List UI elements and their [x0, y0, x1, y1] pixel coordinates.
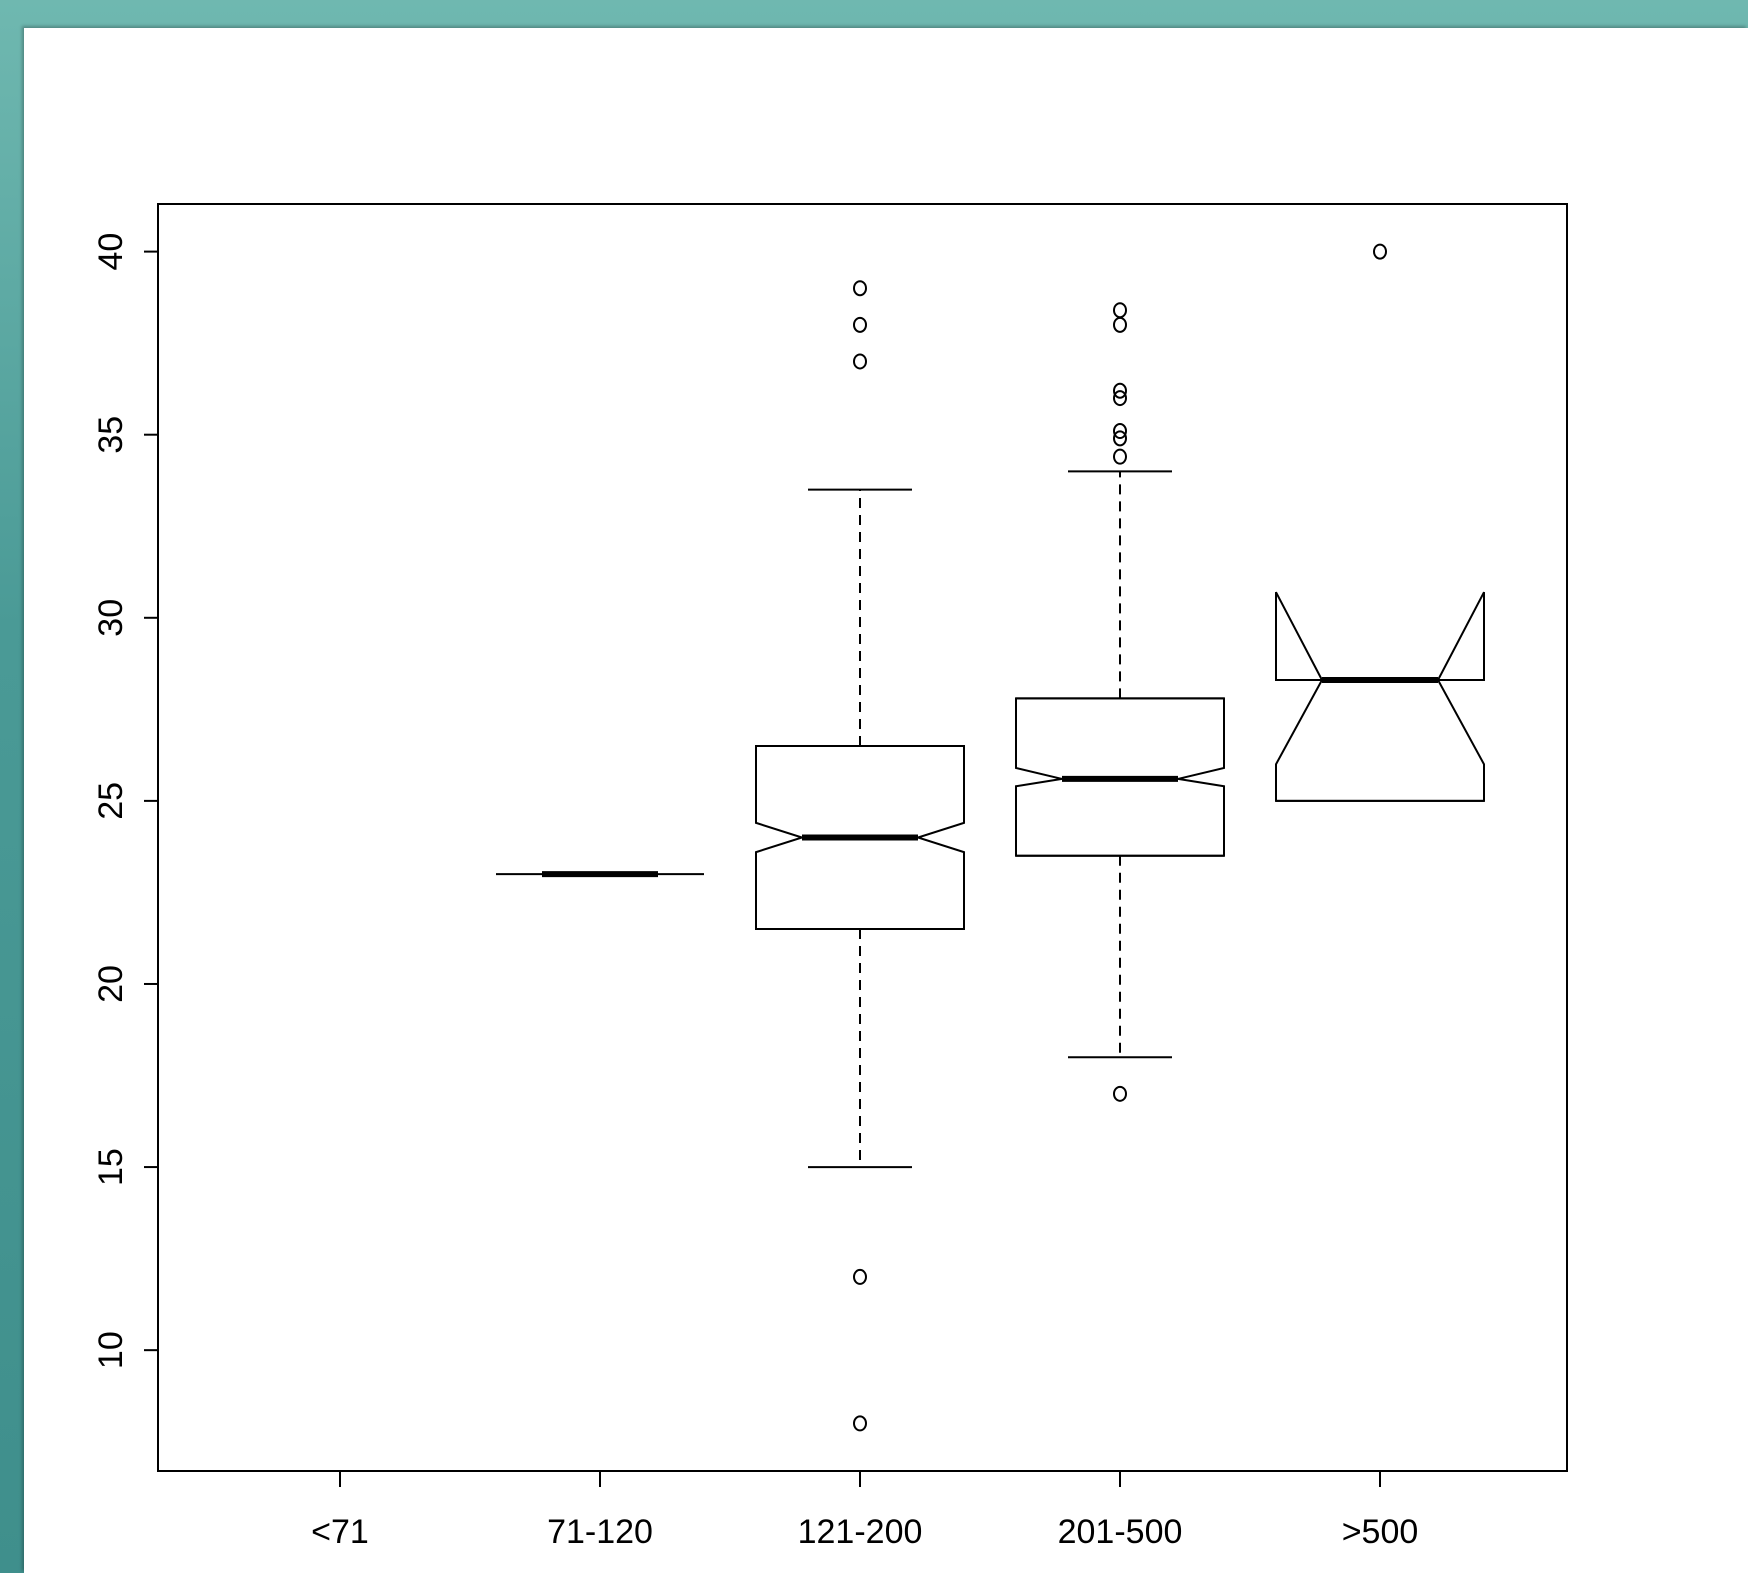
x-tick-label-2: 121-200 — [798, 1513, 923, 1551]
box-4 — [1275, 243, 1485, 802]
plot-window: 10 15 20 25 30 35 40 <71 71-120 121-200 201-500 >5… — [24, 28, 1748, 1573]
x-tick-label-3: 201-500 — [1058, 1513, 1183, 1551]
outlier-2-3 — [853, 1268, 867, 1285]
outlier-4-0 — [1373, 243, 1387, 260]
x-axis: <71 71-120 121-200 201-500 >500 — [311, 1471, 1418, 1551]
y-tick-label-0: 10 — [92, 1331, 130, 1369]
outlier-3-5 — [1113, 430, 1127, 447]
outlier-3-6 — [1113, 448, 1127, 465]
outlier-3-7 — [1113, 1085, 1127, 1102]
y-tick-label-3: 25 — [92, 782, 130, 820]
y-tick-label-1: 15 — [92, 1148, 130, 1186]
y-tick-label-6: 40 — [92, 233, 130, 271]
box-2 — [755, 280, 965, 1432]
y-axis: 10 15 20 25 30 35 40 — [92, 233, 158, 1369]
outlier-2-4 — [853, 1415, 867, 1432]
x-tick-label-0: <71 — [311, 1513, 369, 1551]
outlier-3-0 — [1113, 302, 1127, 319]
outlier-2-1 — [853, 316, 867, 333]
outlier-3-3 — [1113, 390, 1127, 407]
outlier-3-4 — [1113, 423, 1127, 440]
y-tick-label-5: 35 — [92, 416, 130, 454]
outlier-2-0 — [853, 280, 867, 297]
x-tick-label-4: >500 — [1342, 1513, 1419, 1551]
boxplot-chart: 10 15 20 25 30 35 40 <71 71-120 121-200 201-500 >5… — [92, 203, 1568, 1551]
y-tick-label-4: 30 — [92, 599, 130, 637]
outlier-3-1 — [1113, 316, 1127, 333]
outlier-2-2 — [853, 353, 867, 370]
plot-area-border — [157, 203, 1568, 1472]
x-tick-label-1: 71-120 — [547, 1513, 653, 1551]
boxes — [496, 243, 1485, 1432]
y-tick-label-2: 20 — [92, 965, 130, 1003]
box-3 — [1015, 302, 1225, 1102]
box-body-4 — [1275, 591, 1485, 802]
outlier-3-2 — [1113, 382, 1127, 399]
